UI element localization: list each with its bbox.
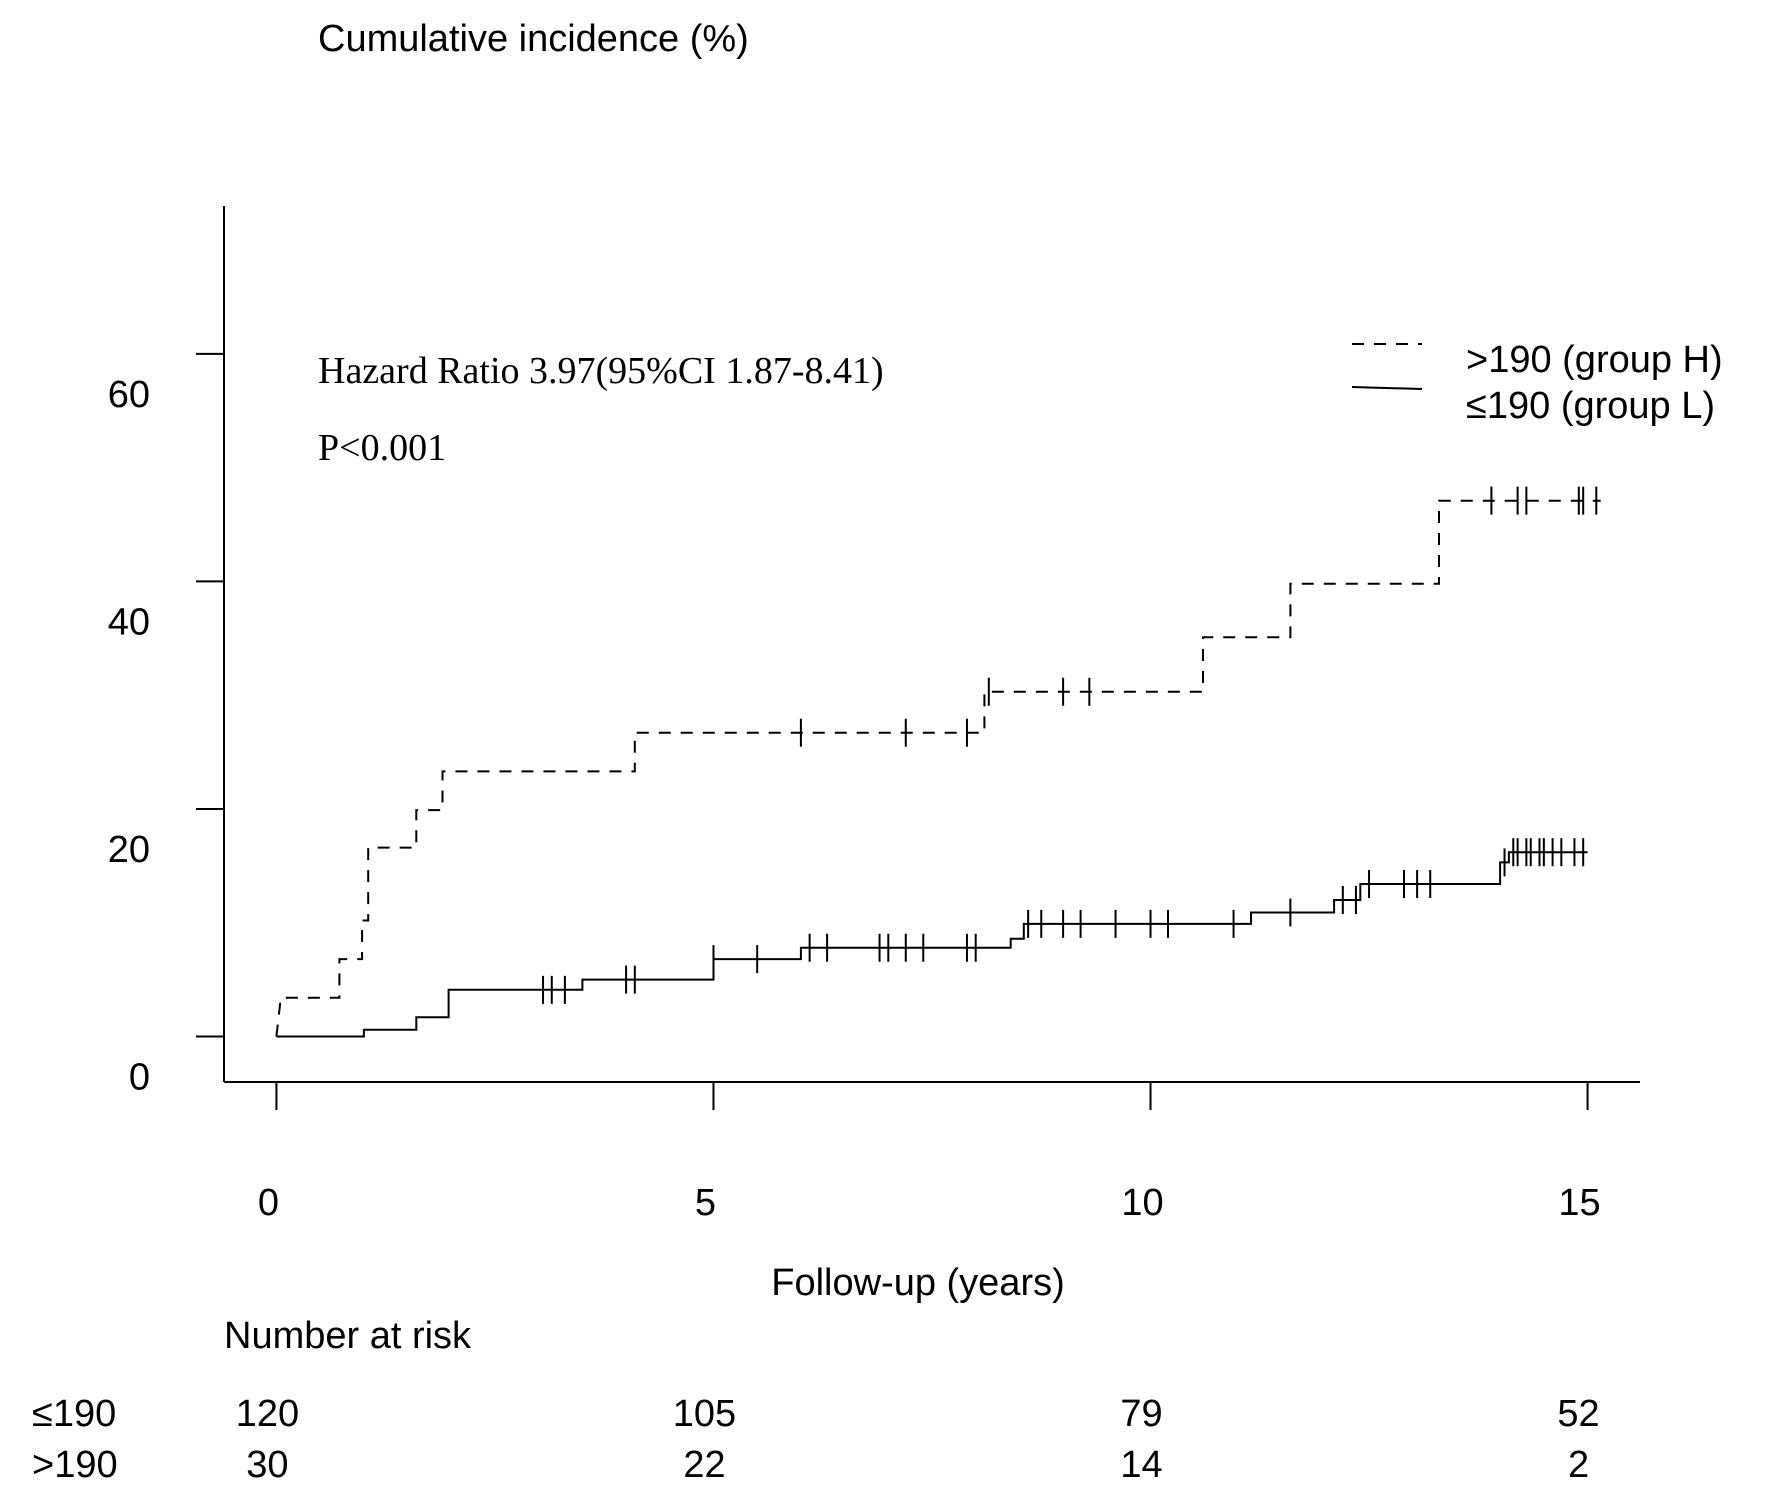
risk-count: 52	[1557, 1393, 1599, 1435]
risk-count: 79	[1120, 1393, 1162, 1435]
x-tick-label: 5	[695, 1182, 716, 1224]
risk-count: 22	[683, 1444, 725, 1486]
x-tick-label: 10	[1121, 1182, 1163, 1224]
series-line-group-h	[275, 499, 1601, 1037]
risk-count: 105	[673, 1393, 736, 1435]
x-ticks: 0 5 10 15	[258, 1082, 1601, 1224]
x-axis-title: Follow-up (years)	[771, 1262, 1065, 1304]
risk-table-rows: ≤190 120 105 79 52 >190 30 22 14 2	[32, 1393, 1600, 1486]
x-tick-label: 15	[1558, 1182, 1600, 1224]
hazard-ratio-annotation: Hazard Ratio 3.97(95%CI 1.87-8.41)	[318, 350, 884, 392]
legend: >190 (group H) ≤190 (group L)	[1351, 339, 1723, 427]
risk-count: 30	[246, 1444, 288, 1486]
risk-table-title: Number at risk	[224, 1315, 472, 1357]
risk-table: Number at risk ≤190 120 105 79 52 >190 30 22 14 2	[32, 1315, 1600, 1486]
x-tick-label: 0	[258, 1182, 279, 1224]
p-value-annotation: P<0.001	[318, 427, 446, 469]
series-layer	[275, 486, 1601, 1038]
y-axis-title: Cumulative incidence (%)	[318, 18, 749, 60]
risk-count: 2	[1568, 1444, 1589, 1486]
risk-row-label: >190	[32, 1444, 118, 1486]
y-tick-label: 40	[108, 601, 150, 643]
legend-swatch-group-l	[1351, 386, 1423, 390]
risk-count: 14	[1120, 1444, 1162, 1486]
y-ticks: 0 20 40 60	[108, 352, 224, 1098]
risk-row-label: ≤190	[32, 1393, 116, 1435]
series-line-group-l	[276, 851, 1588, 1038]
risk-count: 120	[236, 1393, 299, 1435]
legend-label-group-h: >190 (group H)	[1466, 339, 1723, 381]
y-tick-label: 60	[108, 374, 150, 416]
legend-label-group-l: ≤190 (group L)	[1466, 385, 1715, 427]
y-tick-label: 20	[108, 829, 150, 871]
y-tick-label: 0	[129, 1056, 150, 1098]
